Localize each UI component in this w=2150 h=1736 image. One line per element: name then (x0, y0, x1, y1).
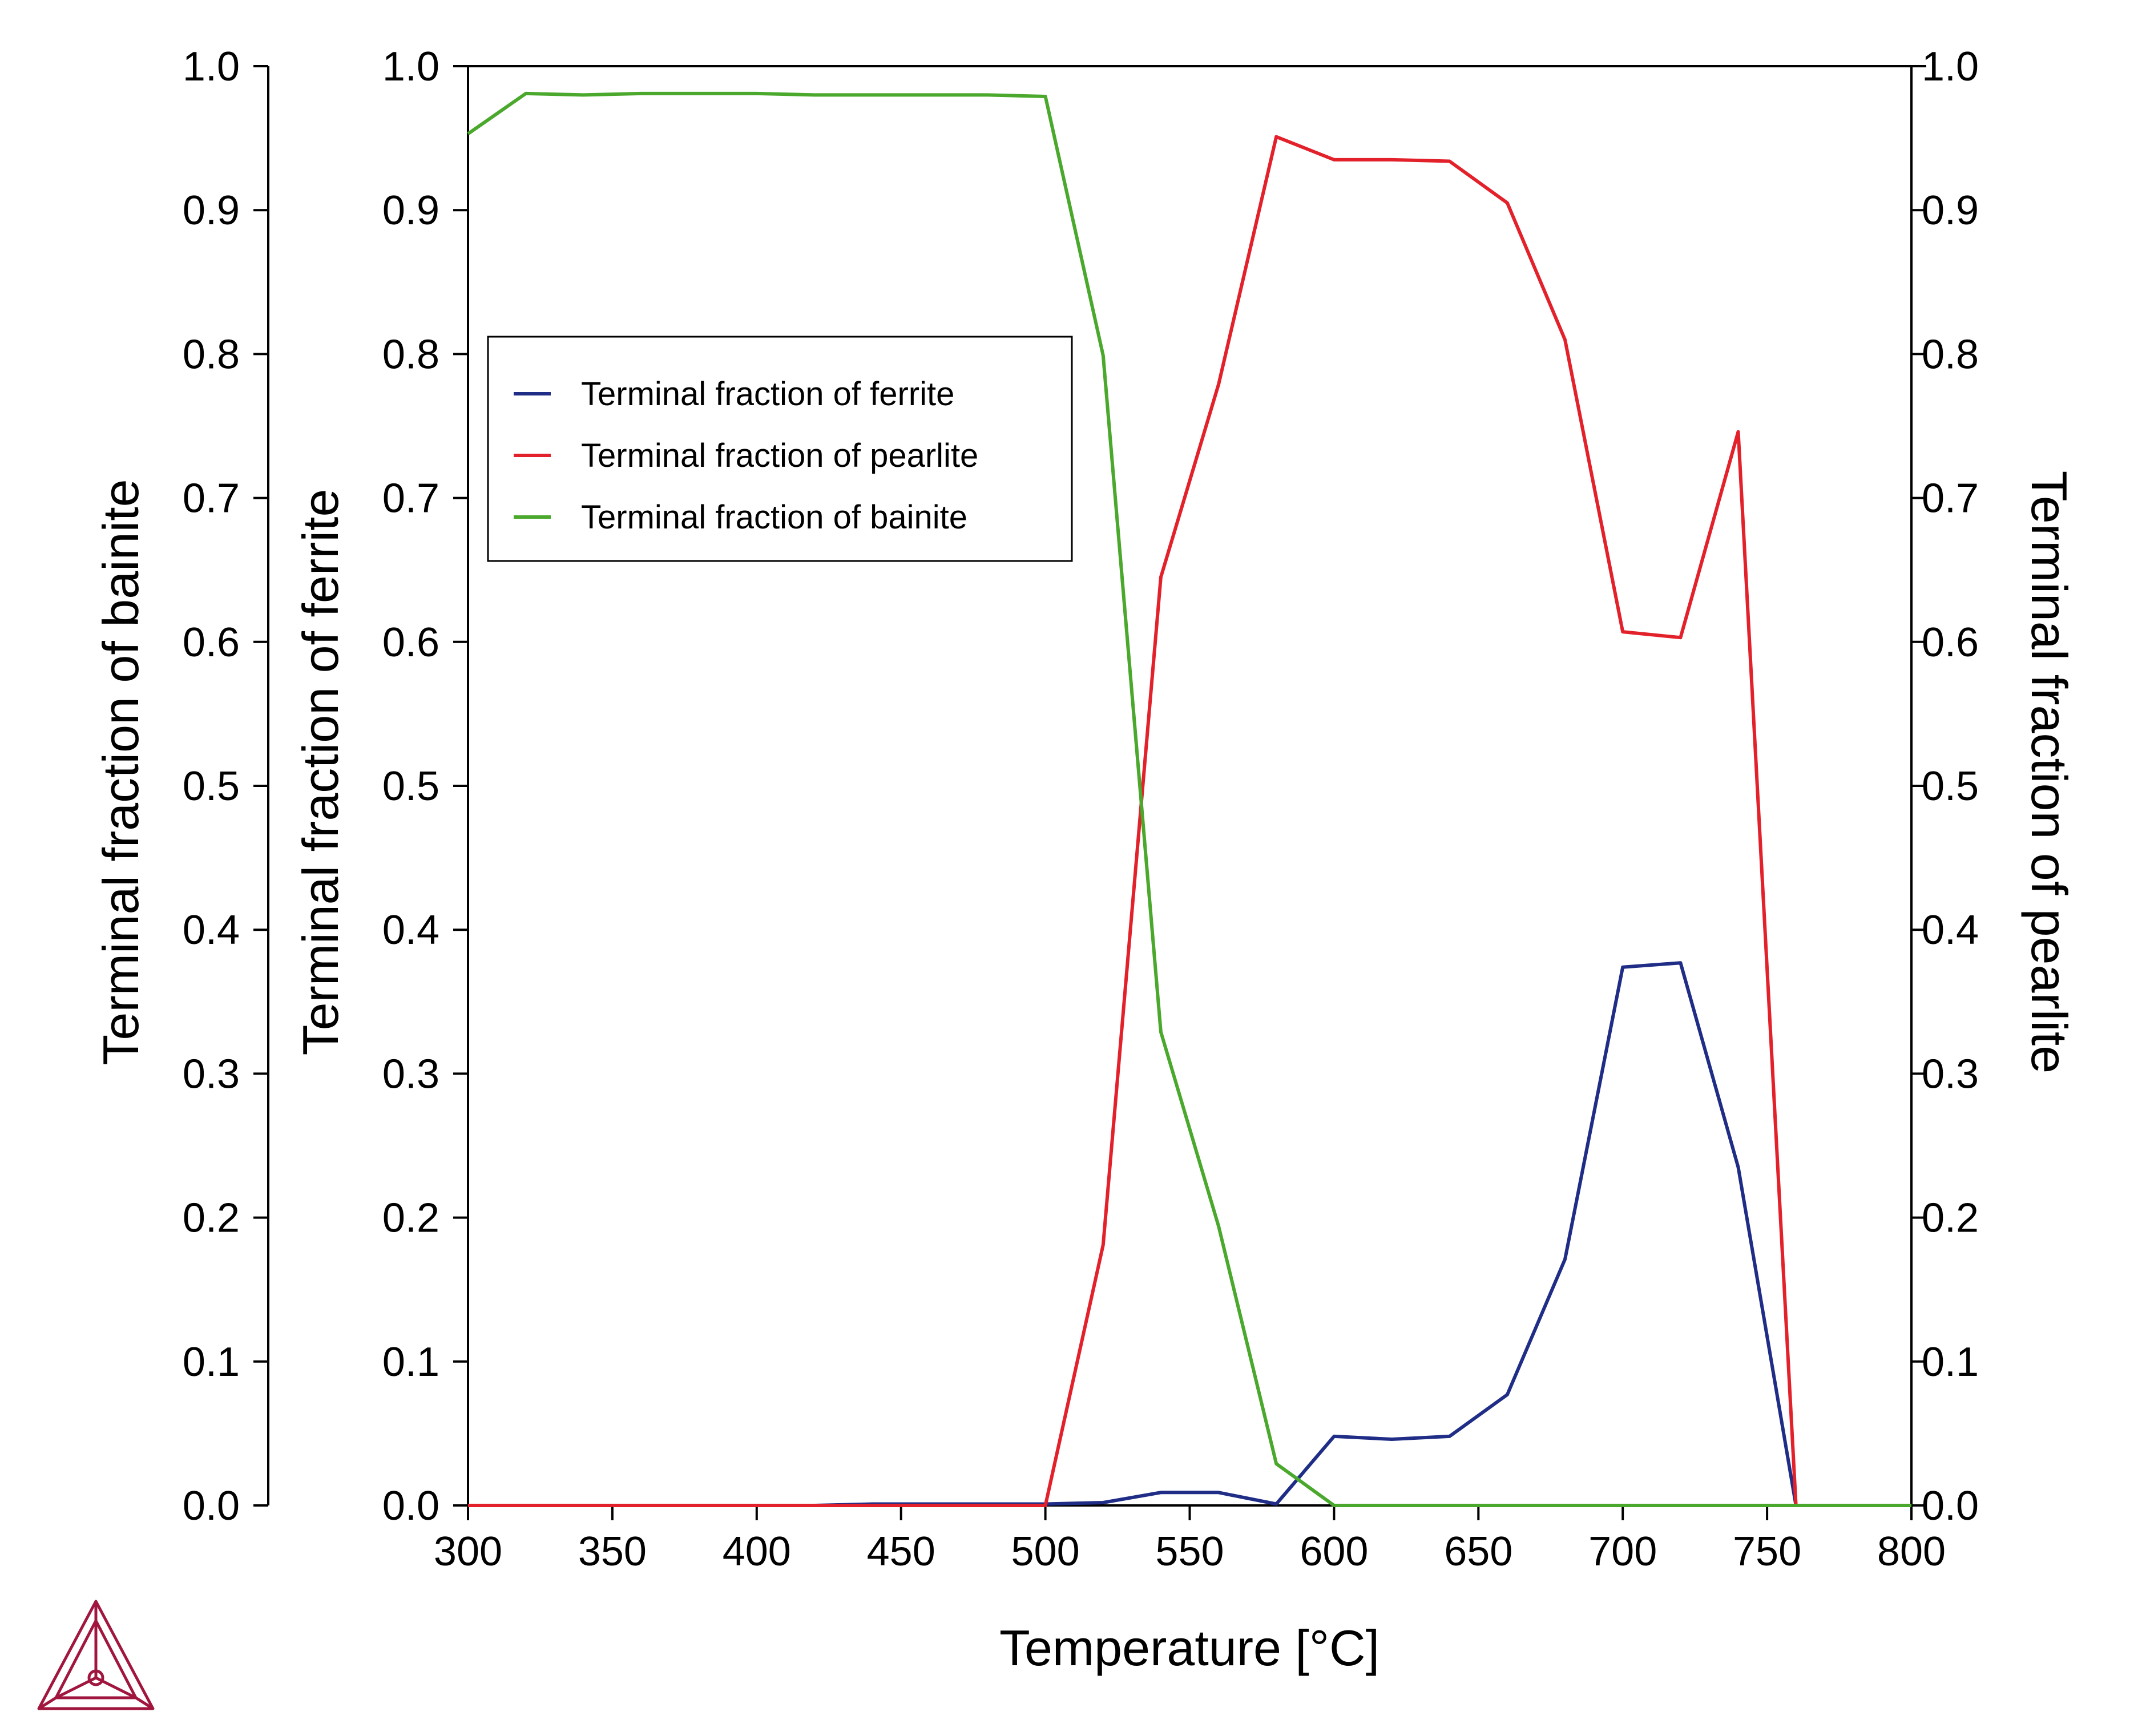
bainite-tick-label: 0.1 (183, 1339, 240, 1385)
pearlite-axis-title: Terminal fraction of pearlite (2021, 471, 2078, 1073)
ferrite-tick-label: 0.7 (382, 476, 439, 522)
bainite-tick-label: 0.2 (183, 1196, 240, 1241)
bainite-axis-title: Terminal fraction of bainite (92, 479, 149, 1065)
x-tick-label: 500 (1011, 1529, 1080, 1574)
pearlite-tick-label: 0.3 (1922, 1051, 1979, 1097)
bainite-tick-label: 0.9 (183, 188, 240, 233)
ferrite-axis-title: Terminal fraction of ferrite (292, 489, 349, 1056)
ferrite-tick-label: 0.0 (382, 1483, 439, 1529)
ferrite-tick-label: 0.6 (382, 620, 439, 665)
series-layer (467, 91, 1911, 1507)
ferrite-tick-label: 0.9 (382, 188, 439, 233)
legend: Terminal fraction of ferrite Terminal fr… (487, 336, 1073, 562)
ferrite-tick-label: 0.1 (382, 1339, 439, 1385)
pearlite-tick-label: 0.4 (1922, 907, 1979, 953)
pearlite-tick-label: 0.2 (1922, 1196, 1979, 1241)
pearlite-tick-label: 0.0 (1922, 1483, 1979, 1529)
ferrite-series-line (468, 961, 1911, 1507)
x-tick-label: 450 (867, 1529, 935, 1574)
pearlite-tick-label: 0.5 (1922, 764, 1979, 809)
pearlite-tick-label: 0.9 (1922, 188, 1979, 233)
bainite-tick-label: 0.4 (183, 907, 240, 953)
x-tick-label: 550 (1155, 1529, 1224, 1574)
x-tick-label: 650 (1444, 1529, 1512, 1574)
pearlite-series-line (468, 135, 1911, 1507)
legend-label-ferrite: Terminal fraction of ferrite (581, 376, 954, 413)
pearlite-tick-label: 0.1 (1922, 1339, 1979, 1385)
x-tick-label: 300 (434, 1529, 502, 1574)
pearlite-tick-label: 0.8 (1922, 332, 1979, 377)
legend-box (487, 336, 1073, 562)
x-tick-label: 800 (1877, 1529, 1946, 1574)
ferrite-tick-label: 1.0 (382, 44, 439, 90)
ferrite-tick-label: 0.4 (382, 907, 439, 953)
ferrite-tick-label: 0.8 (382, 332, 439, 377)
pearlite-tick-label: 0.7 (1922, 476, 1979, 522)
legend-label-pearlite: Terminal fraction of pearlite (581, 437, 978, 474)
bainite-series-line (467, 91, 1911, 1507)
x-axis-title: Temperature [°C] (999, 1620, 1379, 1676)
x-tick-label: 700 (1588, 1529, 1657, 1574)
bainite-tick-label: 0.3 (183, 1051, 240, 1097)
pearlite-tick-label: 0.6 (1922, 620, 1979, 665)
thermo-calc-logo-icon (37, 1600, 155, 1710)
bainite-tick-label: 0.0 (183, 1483, 240, 1529)
bainite-tick-label: 1.0 (183, 44, 240, 90)
x-tick-label: 350 (578, 1529, 647, 1574)
bainite-tick-label: 0.5 (183, 764, 240, 809)
x-tick-label: 400 (723, 1529, 791, 1574)
x-tick-label: 750 (1733, 1529, 1801, 1574)
bainite-tick-label: 0.8 (183, 332, 240, 377)
bainite-tick-label: 0.6 (183, 620, 240, 665)
ferrite-tick-label: 0.2 (382, 1196, 439, 1241)
ferrite-tick-label: 0.3 (382, 1051, 439, 1097)
pearlite-tick-label: 1.0 (1922, 44, 1979, 90)
bainite-tick-label: 0.7 (183, 476, 240, 522)
ferrite-tick-label: 0.5 (382, 764, 439, 809)
x-tick-label: 600 (1300, 1529, 1368, 1574)
legend-label-bainite: Terminal fraction of bainite (581, 499, 967, 536)
